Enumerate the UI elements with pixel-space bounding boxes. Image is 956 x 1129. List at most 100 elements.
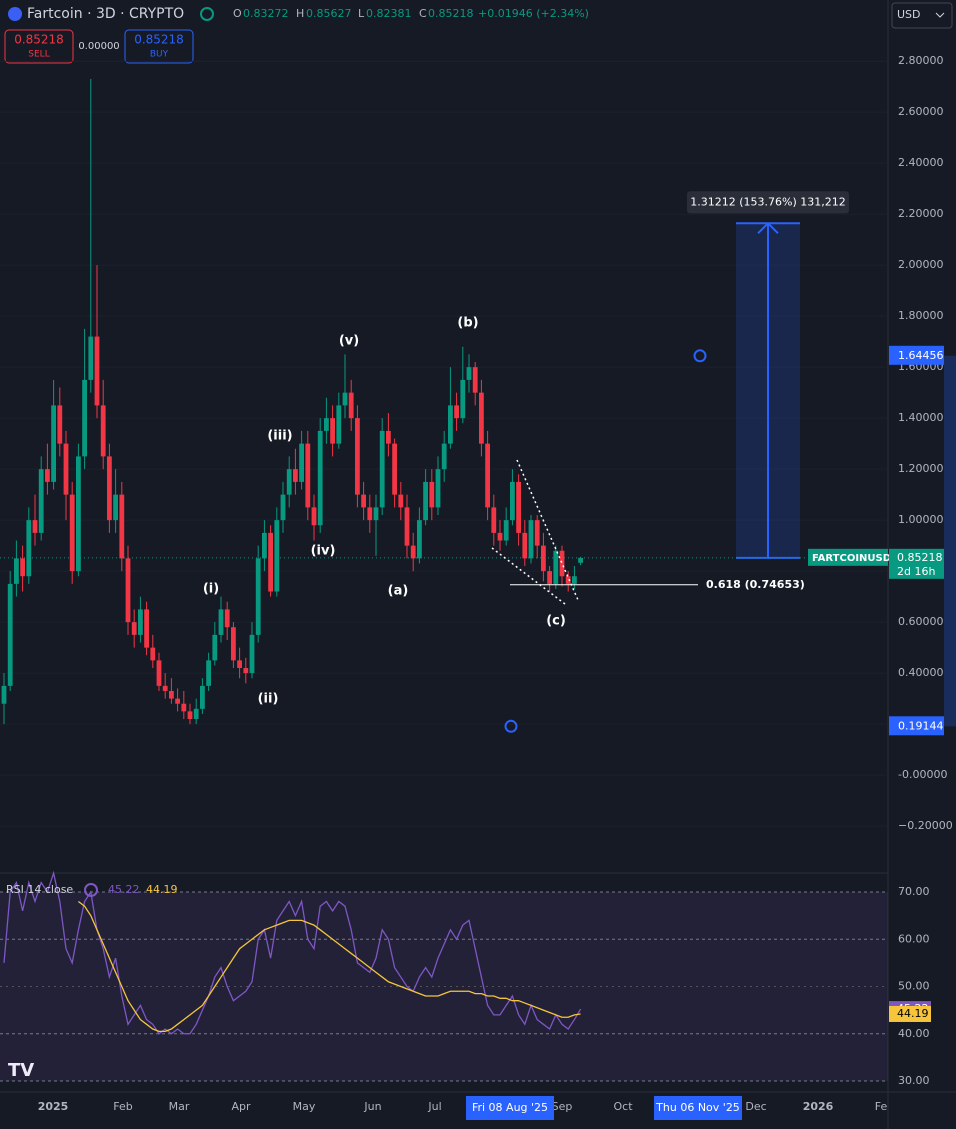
- candle-body: [131, 622, 137, 635]
- candle-body: [553, 550, 559, 584]
- buy-label[interactable]: BUY: [150, 50, 169, 60]
- wave-label: (a): [388, 584, 409, 599]
- open-value: 0.83272: [243, 7, 289, 20]
- rsi-value: 45.22: [108, 883, 140, 896]
- x-highlight: [466, 1096, 554, 1120]
- y-tick-label: 2.80000: [898, 54, 944, 67]
- y-tick-label: 1.20000: [898, 462, 944, 475]
- wave-label: (iii): [267, 429, 292, 444]
- tv-logo: TV: [8, 1060, 34, 1081]
- spread: 0.00000: [78, 41, 119, 52]
- buy-price[interactable]: 0.85218: [134, 33, 184, 47]
- candle-body: [150, 647, 156, 661]
- candle-body: [317, 430, 323, 526]
- candle-body: [373, 507, 379, 521]
- candle-body: [503, 520, 509, 541]
- x-tick-label: 2025: [38, 1100, 69, 1113]
- candle-body: [100, 405, 106, 457]
- candle-body: [175, 698, 180, 704]
- trendline: [516, 459, 579, 601]
- close-value: 0.85218: [428, 7, 474, 20]
- candle-body: [299, 443, 304, 482]
- rsi-ma-line: [78, 900, 581, 1033]
- sell-button[interactable]: [4, 29, 74, 64]
- high-label: H: [296, 7, 304, 20]
- candle-body: [187, 711, 193, 720]
- rsi-ma-tag-label: 44.19: [897, 1007, 929, 1020]
- candle-body: [324, 418, 329, 431]
- trendline: [491, 547, 566, 605]
- price-tag-label: 0.85218: [897, 551, 943, 564]
- y-tick-label: 1.00000: [898, 513, 944, 526]
- y-tick-label: 0.40000: [898, 666, 944, 679]
- candle-body: [398, 494, 404, 508]
- price-tag: [889, 548, 944, 579]
- currency[interactable]: USD: [897, 8, 921, 21]
- rsi-tick-label: 60.00: [898, 932, 930, 945]
- sell-price[interactable]: 0.85218: [14, 33, 64, 47]
- candle-body: [410, 545, 416, 559]
- marker-range: [944, 355, 956, 727]
- rsi-ma-value: 44.19: [146, 883, 178, 896]
- candle-body: [119, 494, 125, 559]
- x-tick-label: Jun: [363, 1100, 381, 1113]
- symbol: Fartcoin · 3D · CRYPTO: [27, 6, 184, 22]
- candle-body: [125, 558, 131, 623]
- candle-body: [342, 392, 348, 406]
- candle-body: [485, 443, 490, 508]
- y-tick-label: 2.20000: [898, 207, 944, 220]
- marker: [504, 719, 518, 733]
- high-value: 0.85627: [306, 7, 352, 20]
- candle-body: [274, 520, 280, 592]
- rsi-tick-label: 50.00: [898, 980, 930, 993]
- candle-body: [466, 367, 472, 380]
- candle-body: [305, 443, 311, 508]
- price-tag-label: 0.19144: [898, 719, 944, 732]
- candle-body: [572, 576, 577, 584]
- candle-body: [200, 685, 205, 709]
- candle-body: [156, 660, 162, 686]
- candle-body: [355, 418, 360, 495]
- candle-body: [311, 507, 317, 526]
- rsi-tick-label: 40.00: [898, 1027, 930, 1040]
- x-highlight-label: Thu 06 Nov '25: [655, 1101, 740, 1114]
- wave-label: (iv): [311, 544, 336, 559]
- candle-body: [429, 481, 435, 508]
- candle-body: [541, 545, 546, 572]
- candle-body: [392, 443, 397, 495]
- candle-body: [26, 520, 32, 577]
- measure-label: 1.31212 (153.76%) 131,212: [690, 195, 846, 208]
- y-tick-label: -0.00000: [898, 768, 947, 781]
- candle-body: [534, 520, 540, 546]
- y-tick-label: −0.20000: [898, 819, 953, 832]
- candle-body: [63, 443, 69, 495]
- symbol-tag-label: FARTCOINUSD: [812, 553, 891, 564]
- market-status: [200, 7, 214, 21]
- low-label: L: [358, 7, 365, 20]
- countdown: 2d 16h: [897, 565, 935, 578]
- candle-body: [280, 494, 286, 521]
- candle-body: [435, 469, 441, 508]
- x-tick-label: Jul: [427, 1100, 441, 1113]
- candle-body: [249, 634, 255, 674]
- wave-label: (ii): [258, 692, 279, 707]
- candle-body: [218, 609, 224, 635]
- candle-body: [522, 532, 528, 559]
- candle-body: [262, 532, 267, 559]
- candle-body: [367, 507, 373, 521]
- candle-body: [286, 469, 292, 495]
- candle-body: [361, 494, 366, 508]
- candle-body: [460, 379, 466, 419]
- candle-body: [479, 392, 484, 444]
- candle-body: [348, 392, 354, 419]
- sell-label[interactable]: SELL: [28, 50, 49, 60]
- buy-button[interactable]: [124, 29, 194, 64]
- currency-select[interactable]: [891, 2, 953, 29]
- rsi-ma-tag: [889, 1005, 931, 1022]
- candle-body: [206, 660, 211, 686]
- candle-body: [51, 405, 56, 482]
- candle-body: [441, 443, 447, 470]
- symbol-icon: [8, 7, 22, 21]
- candle-body: [386, 430, 391, 444]
